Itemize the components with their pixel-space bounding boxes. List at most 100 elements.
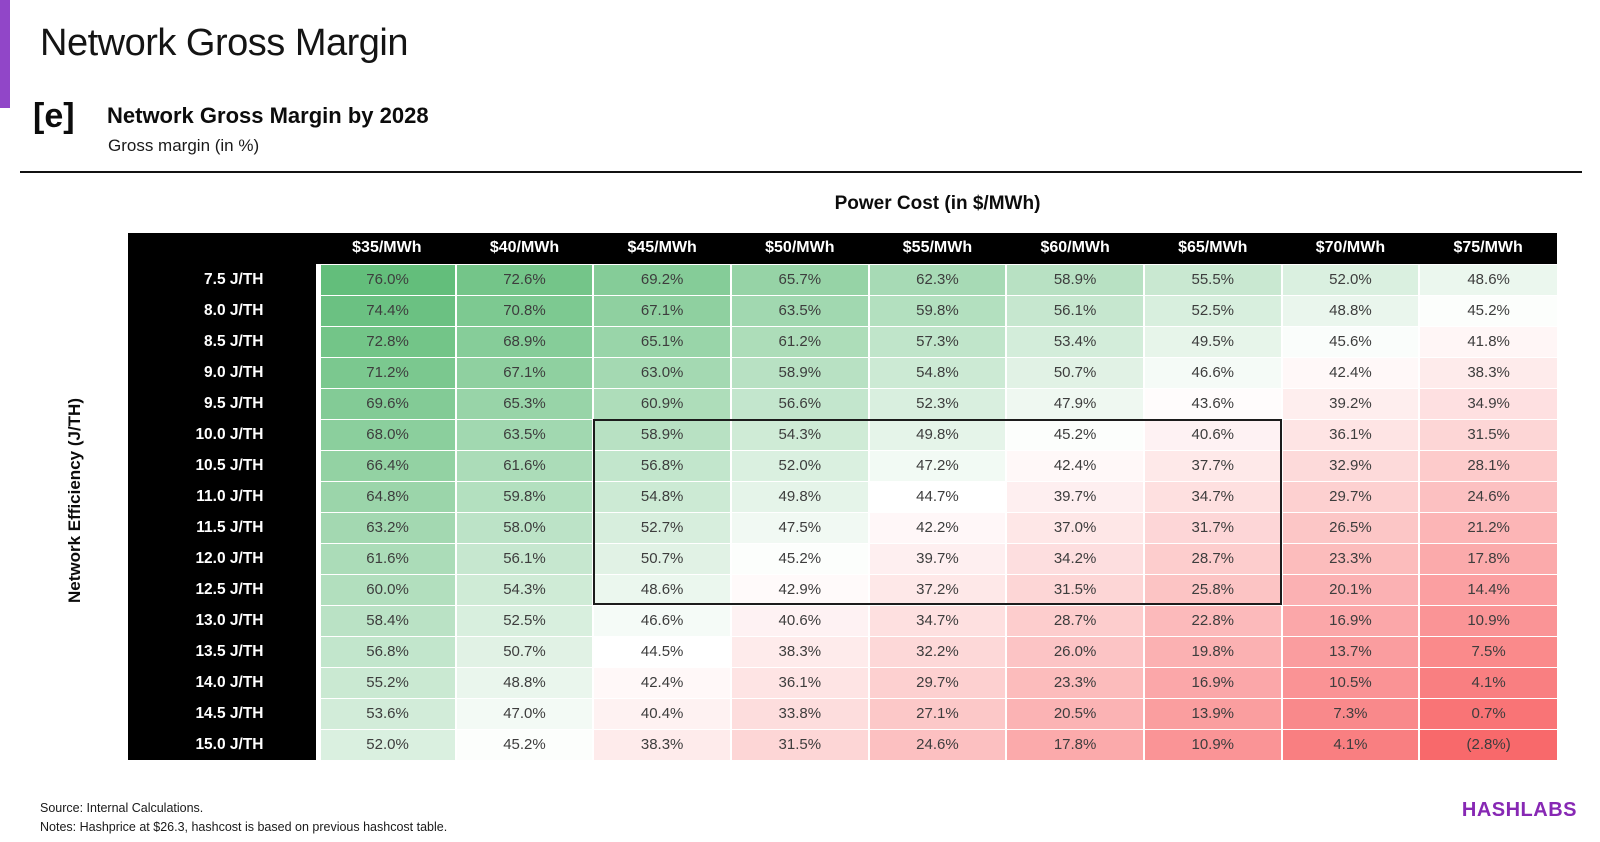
heatmap-cell: 13.7%: [1280, 635, 1420, 667]
row-label: 14.0 J/TH: [128, 667, 318, 698]
row-label: 15.0 J/TH: [128, 729, 318, 760]
heatmap-cell: 61.6%: [315, 542, 456, 574]
heatmap-cell: 24.6%: [867, 728, 1007, 760]
row-label: 12.0 J/TH: [128, 543, 318, 574]
table-row: 8.5 J/TH 72.8% 68.9% 65.1% 61.2% 57.3% 53.4% 49…: [128, 325, 1557, 357]
heatmap-cell: 47.9%: [1005, 387, 1144, 419]
header-divider: [20, 171, 1582, 173]
heatmap-cell: 58.9%: [1005, 263, 1144, 295]
row-label: 11.0 J/TH: [128, 481, 318, 512]
heatmap-cell: 10.5%: [1280, 666, 1420, 698]
heatmap-cell: 74.4%: [315, 294, 456, 326]
column-header: $55/MWh: [868, 233, 1007, 264]
heatmap-cell: 56.8%: [315, 635, 456, 667]
heatmap-cell: 56.1%: [1005, 294, 1144, 326]
row-label: 14.5 J/TH: [128, 698, 318, 729]
source-note: Source: Internal Calculations.: [40, 801, 204, 815]
heatmap-cell: 34.9%: [1418, 387, 1557, 419]
heatmap-cell: 58.0%: [454, 511, 594, 543]
heatmap-cell: 42.4%: [1005, 449, 1144, 481]
column-header: $35/MWh: [318, 233, 456, 264]
heatmap-cell: 34.2%: [1005, 542, 1144, 574]
heatmap-cell: 32.9%: [1280, 449, 1420, 481]
table-row: 13.0 J/TH 58.4% 52.5% 46.6% 40.6% 34.7% 28.7% 2…: [128, 604, 1557, 636]
heatmap-cell: 46.6%: [1142, 356, 1282, 388]
heatmap-cell: 63.5%: [454, 418, 594, 450]
row-label: 10.0 J/TH: [128, 419, 318, 450]
heatmap-cell: 49.5%: [1142, 325, 1282, 357]
heatmap-cell: 20.5%: [1005, 697, 1144, 729]
row-label: 10.5 J/TH: [128, 450, 318, 481]
accent-bar: [0, 0, 10, 108]
heatmap-cell: 67.1%: [592, 294, 731, 326]
heatmap-cell: 40.4%: [592, 697, 731, 729]
table-row: 14.5 J/TH 53.6% 47.0% 40.4% 33.8% 27.1% 20.5% 1…: [128, 697, 1557, 729]
heatmap-cell: 45.2%: [1418, 294, 1557, 326]
heatmap-cell: 32.2%: [867, 635, 1007, 667]
heatmap-cell: 40.6%: [729, 604, 869, 636]
heatmap-cell: 31.5%: [729, 728, 869, 760]
table-row: 14.0 J/TH 55.2% 48.8% 42.4% 36.1% 29.7% 23.3% 1…: [128, 666, 1557, 698]
heatmap-cell: 57.3%: [867, 325, 1007, 357]
heatmap-cell: 45.2%: [454, 728, 594, 760]
heatmap-cell: (2.8%): [1418, 728, 1557, 760]
heatmap-cell: 50.7%: [592, 542, 731, 574]
heatmap-cell: 43.6%: [1142, 387, 1282, 419]
table-row: 11.0 J/TH 64.8% 59.8% 54.8% 49.8% 44.7% 39.7% 3…: [128, 480, 1557, 512]
heatmap-cell: 48.6%: [592, 573, 731, 605]
heatmap-cell: 16.9%: [1280, 604, 1420, 636]
heatmap-cell: 47.0%: [454, 697, 594, 729]
heatmap-cell: 52.5%: [1142, 294, 1282, 326]
table-row: 11.5 J/TH 63.2% 58.0% 52.7% 47.5% 42.2% 37.0% 3…: [128, 511, 1557, 543]
heatmap-cell: 52.5%: [454, 604, 594, 636]
table-body: 7.5 J/TH 76.0% 72.6% 69.2% 65.7% 62.3% 58.9% 55…: [128, 263, 1557, 760]
heatmap-cell: 25.8%: [1142, 573, 1282, 605]
heatmap-cell: 65.1%: [592, 325, 731, 357]
column-header: $65/MWh: [1143, 233, 1282, 264]
table-row: 8.0 J/TH 74.4% 70.8% 67.1% 63.5% 59.8% 56.1% 52…: [128, 294, 1557, 326]
row-label: 11.5 J/TH: [128, 512, 318, 543]
chart-subtitle: Gross margin (in %): [108, 136, 260, 155]
table-header: $35/MWh $40/MWh $45/MWh $50/MWh $55/MWh $60/M…: [128, 233, 1557, 264]
heatmap-cell: 52.3%: [867, 387, 1007, 419]
hashlabs-logo: HASHLABS: [1461, 799, 1577, 821]
heatmap-cell: 65.3%: [454, 387, 594, 419]
x-axis-title: Power Cost (in $/MWh): [834, 193, 1041, 214]
heatmap-cell: 29.7%: [1280, 480, 1420, 512]
heatmap-cell: 61.6%: [454, 449, 594, 481]
gross-margin-heatmap-table: $35/MWh $40/MWh $45/MWh $50/MWh $55/MWh $60/M…: [128, 233, 1557, 760]
heatmap-cell: 42.2%: [867, 511, 1007, 543]
heatmap-cell: 46.6%: [592, 604, 731, 636]
heatmap-cell: 54.3%: [454, 573, 594, 605]
heatmap-cell: 52.0%: [1280, 263, 1420, 295]
column-header: $60/MWh: [1006, 233, 1144, 264]
heatmap-cell: 42.4%: [592, 666, 731, 698]
heatmap-cell: 44.7%: [867, 480, 1007, 512]
heatmap-cell: 37.2%: [867, 573, 1007, 605]
heatmap-cell: 14.4%: [1418, 573, 1557, 605]
heatmap-cell: 27.1%: [867, 697, 1007, 729]
heatmap-cell: 24.6%: [1418, 480, 1557, 512]
heatmap-cell: 22.8%: [1142, 604, 1282, 636]
heatmap-cell: 4.1%: [1418, 666, 1557, 698]
heatmap-cell: 29.7%: [867, 666, 1007, 698]
heatmap-cell: 28.1%: [1418, 449, 1557, 481]
heatmap-cell: 31.7%: [1142, 511, 1282, 543]
heatmap-cell: 48.6%: [1418, 263, 1557, 295]
heatmap-cell: 61.2%: [729, 325, 869, 357]
heatmap-cell: 36.1%: [729, 666, 869, 698]
heatmap-cell: 10.9%: [1142, 728, 1282, 760]
heatmap-cell: 0.7%: [1418, 697, 1557, 729]
row-label: 12.5 J/TH: [128, 574, 318, 605]
corner-cell: [128, 233, 318, 264]
heatmap-cell: 56.8%: [592, 449, 731, 481]
heatmap-cell: 56.1%: [454, 542, 594, 574]
heatmap-cell: 38.3%: [729, 635, 869, 667]
heatmap-cell: 65.7%: [729, 263, 869, 295]
column-header: $75/MWh: [1419, 233, 1557, 264]
heatmap-cell: 49.8%: [867, 418, 1007, 450]
heatmap-cell: 54.3%: [729, 418, 869, 450]
heatmap-cell: 50.7%: [454, 635, 594, 667]
heatmap-cell: 60.0%: [315, 573, 456, 605]
heatmap-cell: 72.6%: [454, 263, 594, 295]
